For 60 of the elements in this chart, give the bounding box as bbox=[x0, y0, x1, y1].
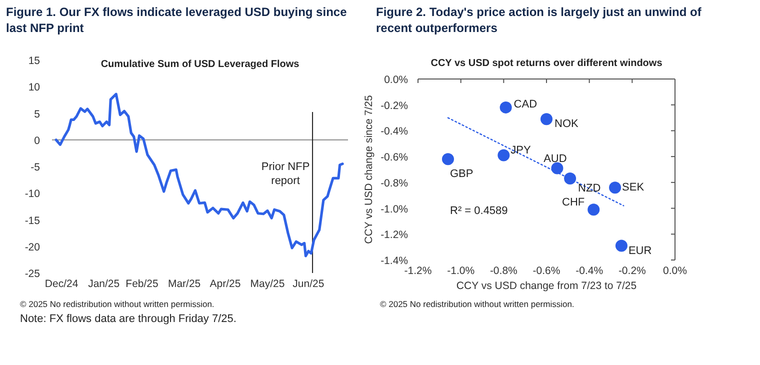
y-tick-label: -1.2% bbox=[380, 229, 408, 242]
x-tick-label: -0.6% bbox=[532, 265, 560, 277]
y-tick-label: 10 bbox=[28, 82, 40, 94]
chart-subtitle: Cumulative Sum of USD Leveraged Flows bbox=[100, 59, 300, 70]
annotation: CHF bbox=[562, 196, 585, 209]
y-tick-label: -0.6% bbox=[380, 152, 408, 164]
y-tick-label: -5 bbox=[30, 162, 40, 174]
ref-line-label: Prior NFP report bbox=[261, 161, 310, 187]
point bbox=[540, 113, 552, 126]
y-tick-label: -25 bbox=[24, 268, 40, 280]
y-tick-label: -0.2% bbox=[380, 100, 408, 112]
text: © 2025 No redistribution without written permission. bbox=[20, 299, 214, 309]
y-tick-label: 0 bbox=[34, 134, 40, 147]
point bbox=[498, 149, 510, 162]
x-tick-label: -0.8% bbox=[490, 265, 518, 277]
x-tick-label: Jun/25 bbox=[292, 278, 324, 290]
annotation: SEK bbox=[622, 182, 645, 194]
annotation: GBP bbox=[450, 168, 474, 180]
x-tick-label: 0.0% bbox=[663, 265, 687, 277]
annotation: NOK bbox=[554, 118, 579, 130]
annotation: EUR bbox=[628, 244, 652, 257]
y-tick-label: -1.4% bbox=[380, 255, 408, 267]
line-series bbox=[54, 92, 344, 258]
point bbox=[564, 172, 576, 185]
point bbox=[588, 204, 600, 216]
y-tick-label: 5 bbox=[34, 108, 40, 120]
chart-title: Figure 1. Our FX flows indicate leveraged USD buying since last NFP print bbox=[6, 5, 348, 35]
x-axis-title: CCY vs USD change from 7/23 to 7/25 bbox=[456, 280, 637, 292]
y-tick-label: -0.8% bbox=[380, 177, 408, 190]
x-tick-label: Jan/25 bbox=[88, 278, 120, 290]
annotation: R² = 0.4589 bbox=[450, 205, 508, 217]
y-tick-label: -20 bbox=[24, 241, 40, 254]
y-tick-label: -15 bbox=[24, 214, 40, 227]
x-tick-label: -0.2% bbox=[618, 265, 646, 277]
point bbox=[500, 101, 512, 114]
chart-title: Figure 2. Today's price action is largely just an unwind of recent outperformers bbox=[376, 5, 702, 35]
text: © 2025 No redistribution without written permission. bbox=[380, 299, 574, 309]
annotation: JPY bbox=[510, 144, 532, 156]
chart-subtitle: CCY vs USD spot returns over different windows bbox=[430, 58, 663, 69]
text: Note: FX flows data are through Friday 7/25. bbox=[20, 313, 236, 325]
point bbox=[442, 153, 454, 166]
y-tick-label: -10 bbox=[24, 188, 40, 200]
y-tick-label: 15 bbox=[28, 55, 40, 67]
x-tick-label: Mar/25 bbox=[168, 278, 201, 290]
x-tick-label: -1.2% bbox=[404, 265, 432, 277]
x-tick-label: Apr/25 bbox=[210, 278, 241, 290]
x-tick-label: -1.0% bbox=[447, 265, 475, 277]
y-axis-title: CCY vs USD change since 7/25 bbox=[363, 95, 375, 244]
point bbox=[615, 240, 628, 252]
x-tick-label: Feb/25 bbox=[126, 278, 159, 290]
y-tick-label: -1.0% bbox=[380, 203, 408, 216]
y-tick-label: -0.4% bbox=[380, 126, 408, 138]
x-tick-label: -0.4% bbox=[576, 265, 604, 277]
annotation: AUD bbox=[544, 153, 567, 166]
annotation: CAD bbox=[514, 98, 538, 110]
x-tick-label: May/25 bbox=[250, 278, 285, 290]
point bbox=[551, 162, 564, 174]
x-tick-label: Dec/24 bbox=[44, 278, 78, 290]
y-tick-label: 0.0% bbox=[384, 74, 408, 86]
point bbox=[609, 182, 622, 194]
